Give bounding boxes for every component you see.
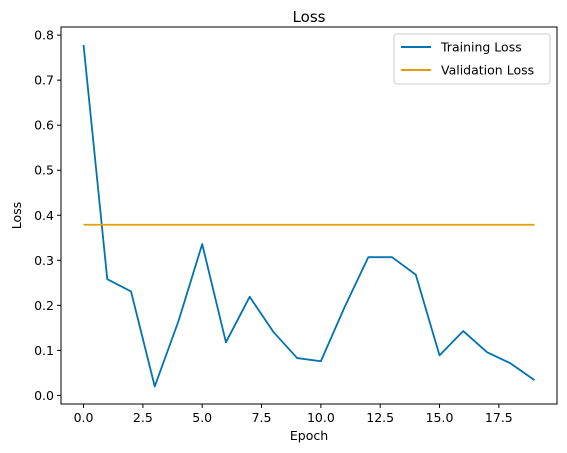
x-tick-label: 10.0 [307,410,335,425]
legend: Training Loss Validation Loss [393,33,551,85]
x-tick-label: 15.0 [426,410,454,425]
legend-label-validation-loss: Validation Loss [441,63,534,78]
y-tick-label: 0.0 [34,388,54,403]
x-axis-label: Epoch [290,428,328,443]
x-tick-label: 12.5 [366,410,394,425]
y-axis-ticks: 0.0 0.1 0.2 0.3 0.4 0.5 0.6 0.7 0.8 [34,28,61,403]
x-axis-ticks: 0.0 2.5 5.0 7.5 10.0 12.5 15.0 17.5 [74,404,513,425]
x-tick-label: 7.5 [252,410,272,425]
y-tick-label: 0.1 [34,343,54,358]
x-tick-label: 5.0 [192,410,212,425]
y-tick-label: 0.6 [34,118,54,133]
x-tick-label: 17.5 [485,410,513,425]
series-line-training-loss [82,44,535,388]
y-tick-label: 0.2 [34,298,54,313]
x-tick-label: 0.0 [74,410,94,425]
y-tick-label: 0.3 [34,253,54,268]
legend-label-training-loss: Training Loss [440,40,522,55]
chart-title: Loss [293,8,326,26]
y-tick-label: 0.8 [34,28,54,43]
series-lines [82,44,535,388]
y-tick-label: 0.4 [34,208,54,223]
legend-box [393,33,551,85]
y-tick-label: 0.5 [34,163,54,178]
x-tick-label: 2.5 [133,410,153,425]
y-tick-label: 0.7 [34,73,54,88]
y-axis-label: Loss [9,202,24,229]
